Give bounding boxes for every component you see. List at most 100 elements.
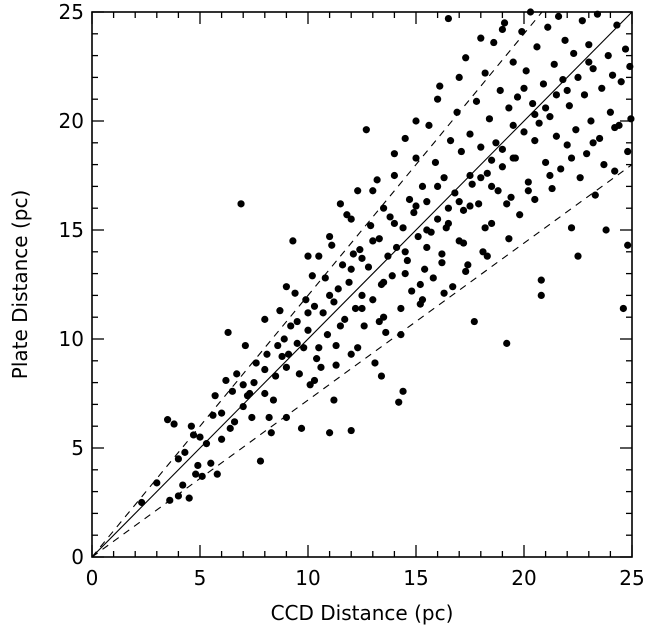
data-point — [189, 431, 198, 439]
data-point — [282, 413, 290, 422]
data-point — [598, 84, 606, 92]
data-point — [611, 123, 619, 132]
data-point — [531, 110, 539, 119]
x-axis-label: CCD Distance (pc) — [271, 601, 454, 625]
data-point — [336, 322, 344, 330]
data-point — [423, 198, 431, 206]
data-point — [518, 28, 526, 36]
data-point — [574, 73, 582, 81]
data-point — [241, 341, 249, 350]
data-point — [477, 174, 485, 182]
data-point — [412, 202, 420, 210]
data-point — [529, 99, 537, 108]
data-point — [500, 19, 509, 27]
data-point — [602, 226, 610, 234]
data-point — [207, 459, 215, 467]
data-point — [593, 10, 602, 18]
data-point — [539, 80, 548, 88]
data-point — [488, 182, 496, 190]
data-point — [503, 339, 511, 347]
data-point — [347, 426, 355, 435]
data-point — [438, 259, 446, 267]
data-point — [596, 134, 604, 143]
data-point — [490, 38, 498, 47]
data-point — [138, 498, 146, 507]
data-point — [362, 126, 370, 134]
data-point — [187, 422, 195, 430]
data-point — [457, 147, 465, 156]
data-point — [196, 433, 204, 441]
data-point — [565, 102, 573, 110]
data-point — [470, 317, 478, 326]
data-point — [546, 113, 554, 121]
data-point — [297, 424, 306, 432]
data-point — [466, 171, 474, 180]
data-point — [302, 296, 310, 304]
data-point — [399, 387, 407, 395]
data-point — [358, 304, 366, 313]
data-point — [621, 45, 630, 53]
data-point — [416, 280, 424, 289]
data-point — [390, 171, 398, 180]
data-point — [304, 309, 312, 317]
data-point — [332, 341, 340, 350]
data-point — [496, 86, 504, 95]
data-point — [546, 171, 554, 180]
data-point — [261, 315, 269, 323]
data-point — [526, 8, 535, 16]
data-point — [401, 270, 409, 278]
y-tick-label: 0 — [71, 545, 84, 569]
data-point — [552, 91, 561, 99]
data-point — [347, 265, 355, 273]
data-point — [328, 241, 336, 249]
data-point — [248, 413, 256, 422]
data-point — [384, 252, 392, 260]
data-point — [261, 365, 269, 374]
data-point — [513, 93, 522, 101]
data-point — [567, 154, 576, 162]
data-point — [364, 263, 373, 271]
data-point — [585, 41, 593, 49]
data-point — [390, 150, 398, 158]
data-point — [608, 71, 617, 79]
data-point — [604, 52, 612, 60]
data-point — [256, 457, 265, 465]
data-point — [226, 424, 234, 432]
y-axis-label: Plate Distance (pc) — [8, 190, 32, 379]
data-point — [405, 195, 414, 204]
data-point — [449, 283, 457, 291]
data-point — [466, 202, 474, 210]
data-point — [250, 379, 258, 387]
data-point — [293, 339, 301, 347]
data-point — [390, 219, 398, 228]
data-point — [488, 156, 496, 164]
data-point — [347, 350, 355, 358]
data-point — [401, 248, 409, 256]
data-point — [360, 322, 368, 330]
data-point — [230, 418, 239, 426]
data-point — [304, 252, 312, 260]
data-point — [550, 60, 558, 68]
data-point — [418, 182, 427, 190]
data-point — [455, 73, 463, 81]
data-point — [576, 174, 584, 182]
data-point — [626, 62, 634, 71]
y-tick-label: 15 — [59, 218, 84, 242]
data-point — [218, 409, 226, 417]
data-point — [330, 396, 338, 404]
data-point — [509, 121, 517, 129]
data-point — [367, 222, 375, 230]
data-point — [472, 97, 481, 105]
data-point — [617, 78, 625, 86]
data-point — [345, 278, 353, 286]
data-point — [440, 289, 448, 297]
data-point — [589, 139, 597, 147]
x-tick-label: 20 — [511, 566, 536, 590]
data-point — [585, 58, 593, 66]
data-point — [261, 389, 269, 398]
x-tick-label: 15 — [403, 566, 428, 590]
data-point — [272, 372, 280, 380]
data-point — [354, 187, 362, 195]
data-point — [308, 272, 316, 280]
data-point — [444, 219, 452, 228]
